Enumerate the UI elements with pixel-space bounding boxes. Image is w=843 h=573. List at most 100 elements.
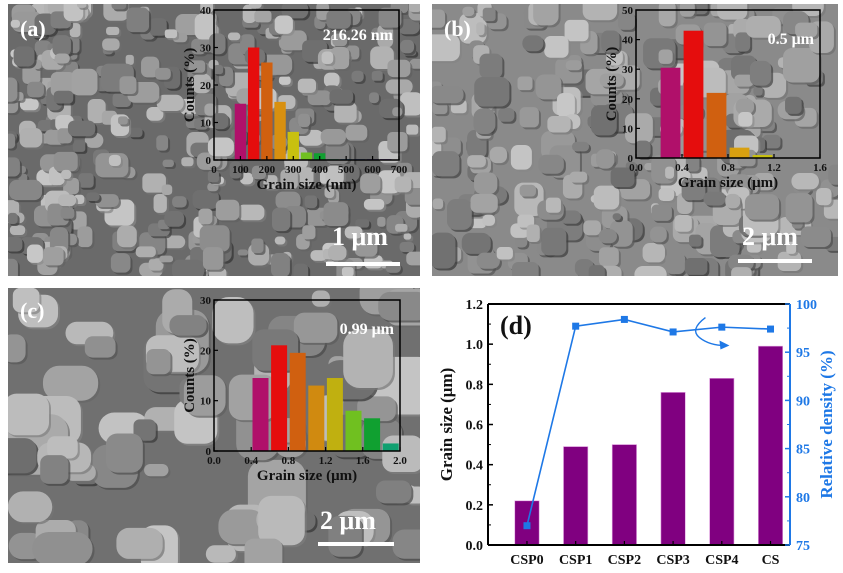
grain xyxy=(735,98,755,115)
grain xyxy=(227,32,241,41)
grain xyxy=(119,76,137,95)
panel-label-d: (d) xyxy=(500,311,532,340)
grain xyxy=(496,247,513,260)
grain xyxy=(311,290,330,307)
right-y-tick-label: 100 xyxy=(796,298,817,313)
y-axis-label: Counts (%) xyxy=(182,48,198,123)
grain xyxy=(332,33,348,47)
relative-density-marker xyxy=(767,325,775,333)
curved-arrow-annotation xyxy=(694,316,726,347)
grain xyxy=(618,12,635,30)
grain xyxy=(117,225,137,248)
grain xyxy=(254,10,272,23)
grain xyxy=(355,219,370,228)
grain xyxy=(541,227,567,256)
grain xyxy=(8,133,16,149)
grain xyxy=(734,74,754,87)
grain xyxy=(84,336,116,358)
grain xyxy=(142,173,166,193)
grain xyxy=(328,245,347,261)
grain xyxy=(50,71,76,97)
grain xyxy=(399,241,415,253)
grain xyxy=(601,30,620,53)
grain xyxy=(53,151,78,172)
grain xyxy=(731,267,752,276)
grain xyxy=(274,236,286,245)
grain xyxy=(816,188,832,206)
grain xyxy=(377,24,394,48)
grain xyxy=(207,170,219,183)
grain xyxy=(209,33,226,55)
grain xyxy=(310,250,327,261)
grain xyxy=(403,233,412,240)
grain xyxy=(126,7,150,33)
y-axis-label: Counts (%) xyxy=(182,338,198,413)
grain xyxy=(329,89,354,104)
histogram-bar xyxy=(382,443,399,451)
y-tick-label: 0 xyxy=(206,446,212,458)
x-tick-label: 100 xyxy=(232,164,249,176)
y-tick-label: 10 xyxy=(622,123,634,135)
grain xyxy=(474,76,510,107)
grain xyxy=(369,92,379,104)
grain xyxy=(316,4,330,21)
grain xyxy=(52,35,71,57)
grain xyxy=(596,149,615,169)
grain xyxy=(432,232,456,269)
grain xyxy=(199,225,230,252)
x-tick-label: 1.2 xyxy=(319,455,333,467)
grain xyxy=(274,15,293,34)
right-y-tick-label: 75 xyxy=(796,539,810,554)
histogram-bar xyxy=(683,30,704,158)
grain xyxy=(37,119,54,132)
grain-size-bar xyxy=(660,392,686,546)
grain xyxy=(738,112,753,127)
grain xyxy=(665,252,686,274)
grain xyxy=(128,127,143,138)
x-tick-label: 0.8 xyxy=(721,162,735,174)
right-y-tick-label: 80 xyxy=(796,491,810,506)
grain xyxy=(8,77,18,102)
y-tick-label: 10 xyxy=(200,396,212,408)
grain xyxy=(141,56,160,78)
grain xyxy=(387,132,408,152)
scale-bar-label-b: 2 μm xyxy=(742,222,798,251)
scale-bar-b xyxy=(738,259,812,263)
grain xyxy=(394,176,412,193)
grain xyxy=(271,207,291,232)
x-tick-label: 400 xyxy=(311,164,328,176)
grain xyxy=(406,251,420,266)
grain xyxy=(192,190,219,209)
relative-density-marker xyxy=(718,323,726,331)
grain xyxy=(363,199,385,210)
grain xyxy=(8,334,26,363)
x-tick-label: CSP1 xyxy=(559,553,592,568)
grain xyxy=(762,134,781,149)
x-tick-label: 300 xyxy=(285,164,302,176)
x-tick-label: 600 xyxy=(364,164,381,176)
grain xyxy=(321,51,334,65)
grain xyxy=(251,165,267,180)
grain xyxy=(511,262,539,276)
grain xyxy=(446,198,472,230)
grain xyxy=(323,72,340,88)
panel-label-a: (a) xyxy=(20,16,46,41)
left-y-tick-label: 0.2 xyxy=(466,499,484,514)
grain xyxy=(753,86,763,96)
histogram-bar xyxy=(345,410,362,451)
grain xyxy=(280,169,298,190)
sem-image-a xyxy=(8,4,420,276)
grain xyxy=(155,67,171,80)
grain xyxy=(304,195,318,209)
grain xyxy=(328,515,362,557)
grain xyxy=(54,53,70,64)
grain xyxy=(43,247,64,266)
x-tick-label: 1.6 xyxy=(356,455,370,467)
grain xyxy=(791,173,819,190)
grain xyxy=(298,113,311,128)
grain xyxy=(146,348,171,375)
grain xyxy=(461,232,491,254)
grain xyxy=(237,249,249,256)
grain xyxy=(275,191,301,210)
